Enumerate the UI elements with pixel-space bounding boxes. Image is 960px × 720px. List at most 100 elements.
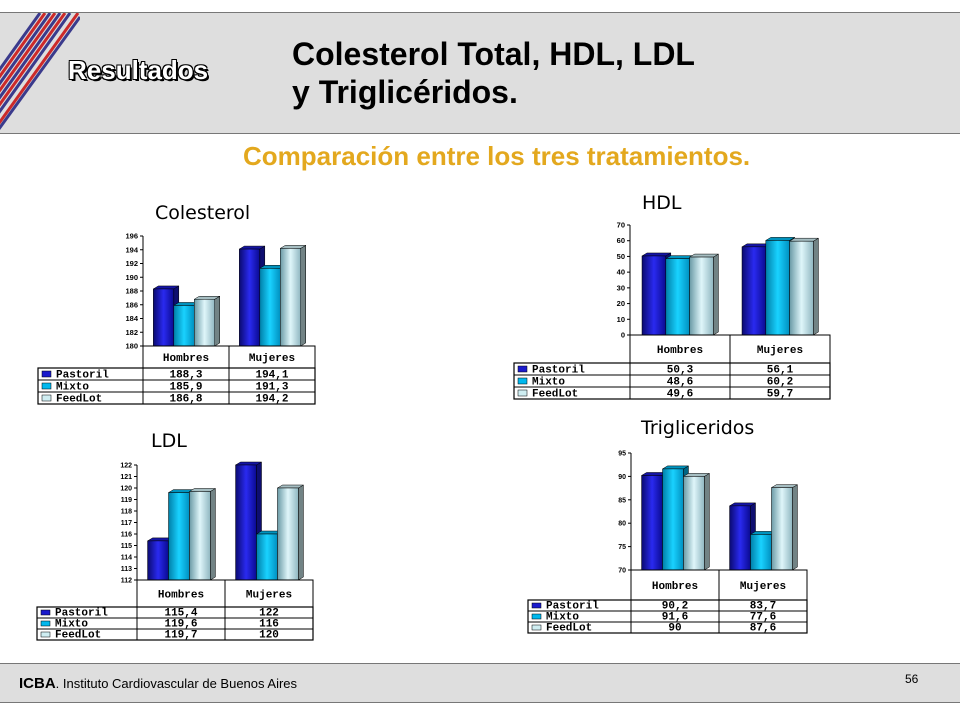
value-label-hdl-feedlot-hombres: 49,6 bbox=[667, 389, 693, 401]
legend-label-ldl-feedlot: FeedLot bbox=[55, 630, 101, 642]
bar-top-colesterol-feedlot bbox=[193, 296, 221, 300]
legend-label-ldl-pastoril: Pastoril bbox=[55, 608, 108, 620]
value-label-ldl-feedlot-hombres: 119,7 bbox=[164, 630, 197, 642]
legend-label-ldl-mixto: Mixto bbox=[55, 619, 88, 631]
table-frame-hdl bbox=[513, 362, 831, 400]
value-label-hdl-mixto-hombres: 48,6 bbox=[667, 377, 693, 389]
value-label-ldl-mixto-mujeres: 116 bbox=[259, 619, 279, 631]
value-label-hdl-pastoril-mujeres: 56,1 bbox=[767, 365, 794, 377]
bar-colesterol-mixto-mujeres bbox=[259, 268, 281, 347]
legend-swatch-colesterol-pastoril bbox=[41, 370, 52, 378]
y-tick-label-ldl: 121 bbox=[120, 474, 132, 481]
bar-trigliceridos-mixto-mujeres bbox=[750, 534, 772, 571]
bar-side-ldl-feedlot bbox=[298, 484, 304, 581]
bar-ldl-feedlot-mujeres bbox=[277, 487, 299, 581]
value-label-colesterol-pastoril-mujeres: 194,1 bbox=[255, 370, 288, 382]
y-tick-label-ldl: 116 bbox=[121, 532, 132, 539]
bar-ldl-pastoril-hombres bbox=[147, 540, 169, 581]
bar-top-hdl-feedlot bbox=[688, 253, 720, 258]
y-tick-label-colesterol: 182 bbox=[125, 328, 138, 337]
header-band: Resultados Colesterol Total, HDL, LDL y … bbox=[0, 12, 960, 134]
y-tick-label-hdl: 70 bbox=[617, 221, 625, 230]
y-tick-label-ldl: 122 bbox=[120, 463, 132, 470]
bar-trigliceridos-feedlot-mujeres bbox=[771, 487, 793, 571]
value-label-trigliceridos-mixto-mujeres: 77,6 bbox=[750, 612, 776, 624]
y-tick-label-hdl: 60 bbox=[617, 236, 625, 245]
value-label-trigliceridos-feedlot-mujeres: 87,6 bbox=[750, 623, 776, 635]
bar-side-colesterol-feedlot bbox=[300, 244, 306, 347]
table-header-cell-trigliceridos bbox=[718, 569, 808, 601]
y-tick-label-hdl: 0 bbox=[621, 331, 625, 340]
table-header-hdl-hombres: Hombres bbox=[657, 345, 703, 357]
table-header-cell-hdl bbox=[729, 334, 831, 364]
y-tick-label-ldl: 112 bbox=[121, 578, 132, 585]
y-tick-label-colesterol: 190 bbox=[125, 273, 138, 282]
bar-top-hdl-mixto bbox=[764, 237, 796, 241]
value-label-colesterol-feedlot-mujeres: 194,2 bbox=[255, 394, 288, 406]
legend-label-colesterol-pastoril: Pastoril bbox=[56, 370, 109, 382]
bar-top-ldl-feedlot bbox=[188, 488, 217, 492]
bar-top-colesterol-feedlot bbox=[279, 245, 307, 249]
value-label-ldl-feedlot-mujeres: 120 bbox=[259, 630, 279, 642]
y-tick-label-colesterol: 184 bbox=[125, 314, 138, 323]
table-header-trigliceridos-mujeres: Mujeres bbox=[740, 581, 786, 593]
bar-side-hdl-feedlot bbox=[813, 237, 819, 336]
legend-label-hdl-pastoril: Pastoril bbox=[532, 365, 585, 377]
page-subtitle: Comparación entre los tres tratamientos. bbox=[243, 141, 751, 171]
value-label-hdl-pastoril-hombres: 50,3 bbox=[667, 365, 694, 377]
footer-org: ICBA. Instituto Cardiovascular de Buenos… bbox=[19, 675, 297, 692]
legend-swatch-trigliceridos-mixto bbox=[531, 613, 542, 620]
legend-label-trigliceridos-mixto: Mixto bbox=[546, 612, 579, 624]
bar-hdl-feedlot-hombres bbox=[689, 256, 714, 336]
footer-org-short: ICBA bbox=[19, 675, 56, 692]
legend-swatch-colesterol-feedlot bbox=[41, 394, 52, 402]
y-tick-label-trigliceridos: 75 bbox=[618, 544, 626, 551]
y-tick-label-trigliceridos: 90 bbox=[618, 474, 626, 481]
value-label-ldl-pastoril-hombres: 115,4 bbox=[164, 608, 197, 620]
bar-trigliceridos-pastoril-hombres bbox=[641, 475, 663, 571]
value-label-colesterol-mixto-hombres: 185,9 bbox=[169, 382, 202, 394]
y-tick-label-colesterol: 196 bbox=[125, 232, 138, 241]
legend-swatch-colesterol-mixto bbox=[41, 382, 52, 390]
legend-swatch-trigliceridos-pastoril bbox=[531, 602, 542, 609]
bar-colesterol-pastoril-mujeres bbox=[239, 248, 261, 347]
bar-side-colesterol-feedlot bbox=[214, 295, 220, 347]
value-label-trigliceridos-feedlot-hombres: 90 bbox=[668, 623, 681, 635]
bar-hdl-pastoril-hombres bbox=[641, 255, 667, 336]
legend-swatch-hdl-mixto bbox=[517, 377, 528, 385]
value-label-ldl-pastoril-mujeres: 122 bbox=[259, 608, 279, 620]
bar-trigliceridos-feedlot-hombres bbox=[683, 476, 705, 571]
bar-ldl-mixto-mujeres bbox=[256, 533, 278, 581]
table-frame-ldl bbox=[36, 606, 314, 641]
legend-swatch-hdl-pastoril bbox=[517, 365, 528, 373]
y-tick-label-colesterol: 192 bbox=[125, 259, 138, 268]
table-header-trigliceridos-hombres: Hombres bbox=[652, 581, 698, 593]
y-tick-label-colesterol: 186 bbox=[125, 300, 138, 309]
bar-top-colesterol-pastoril bbox=[238, 245, 266, 250]
legend-swatch-ldl-mixto bbox=[40, 620, 51, 627]
y-tick-label-colesterol: 188 bbox=[125, 287, 138, 296]
bar-top-trigliceridos-pastoril bbox=[728, 502, 757, 507]
value-label-trigliceridos-pastoril-hombres: 90,2 bbox=[662, 601, 688, 613]
bar-side-trigliceridos-feedlot bbox=[792, 484, 798, 571]
chart-title-trigliceridos: Trigliceridos bbox=[641, 417, 755, 439]
footer-band: ICBA. Instituto Cardiovascular de Buenos… bbox=[0, 663, 960, 703]
y-tick-label-colesterol: 194 bbox=[125, 245, 138, 254]
y-tick-label-ldl: 120 bbox=[120, 486, 132, 493]
bar-hdl-feedlot-mujeres bbox=[789, 240, 814, 336]
bar-hdl-mixto-hombres bbox=[665, 258, 690, 336]
bar-side-ldl-feedlot bbox=[210, 488, 216, 581]
table-header-colesterol-mujeres: Mujeres bbox=[249, 353, 295, 365]
y-tick-label-hdl: 30 bbox=[617, 283, 625, 292]
page-title: Colesterol Total, HDL, LDL y Triglicérid… bbox=[292, 35, 695, 111]
page-title-line2: y Triglicéridos. bbox=[292, 74, 518, 110]
y-tick-label-trigliceridos: 80 bbox=[618, 521, 626, 528]
value-label-colesterol-feedlot-hombres: 186,8 bbox=[169, 394, 202, 406]
bar-trigliceridos-mixto-hombres bbox=[662, 468, 684, 571]
bar-top-ldl-pastoril bbox=[234, 461, 263, 466]
table-header-cell-ldl bbox=[224, 579, 314, 608]
legend-label-colesterol-feedlot: FeedLot bbox=[56, 394, 102, 406]
value-label-ldl-mixto-hombres: 119,6 bbox=[164, 619, 197, 631]
legend-swatch-trigliceridos-feedlot bbox=[531, 624, 542, 631]
